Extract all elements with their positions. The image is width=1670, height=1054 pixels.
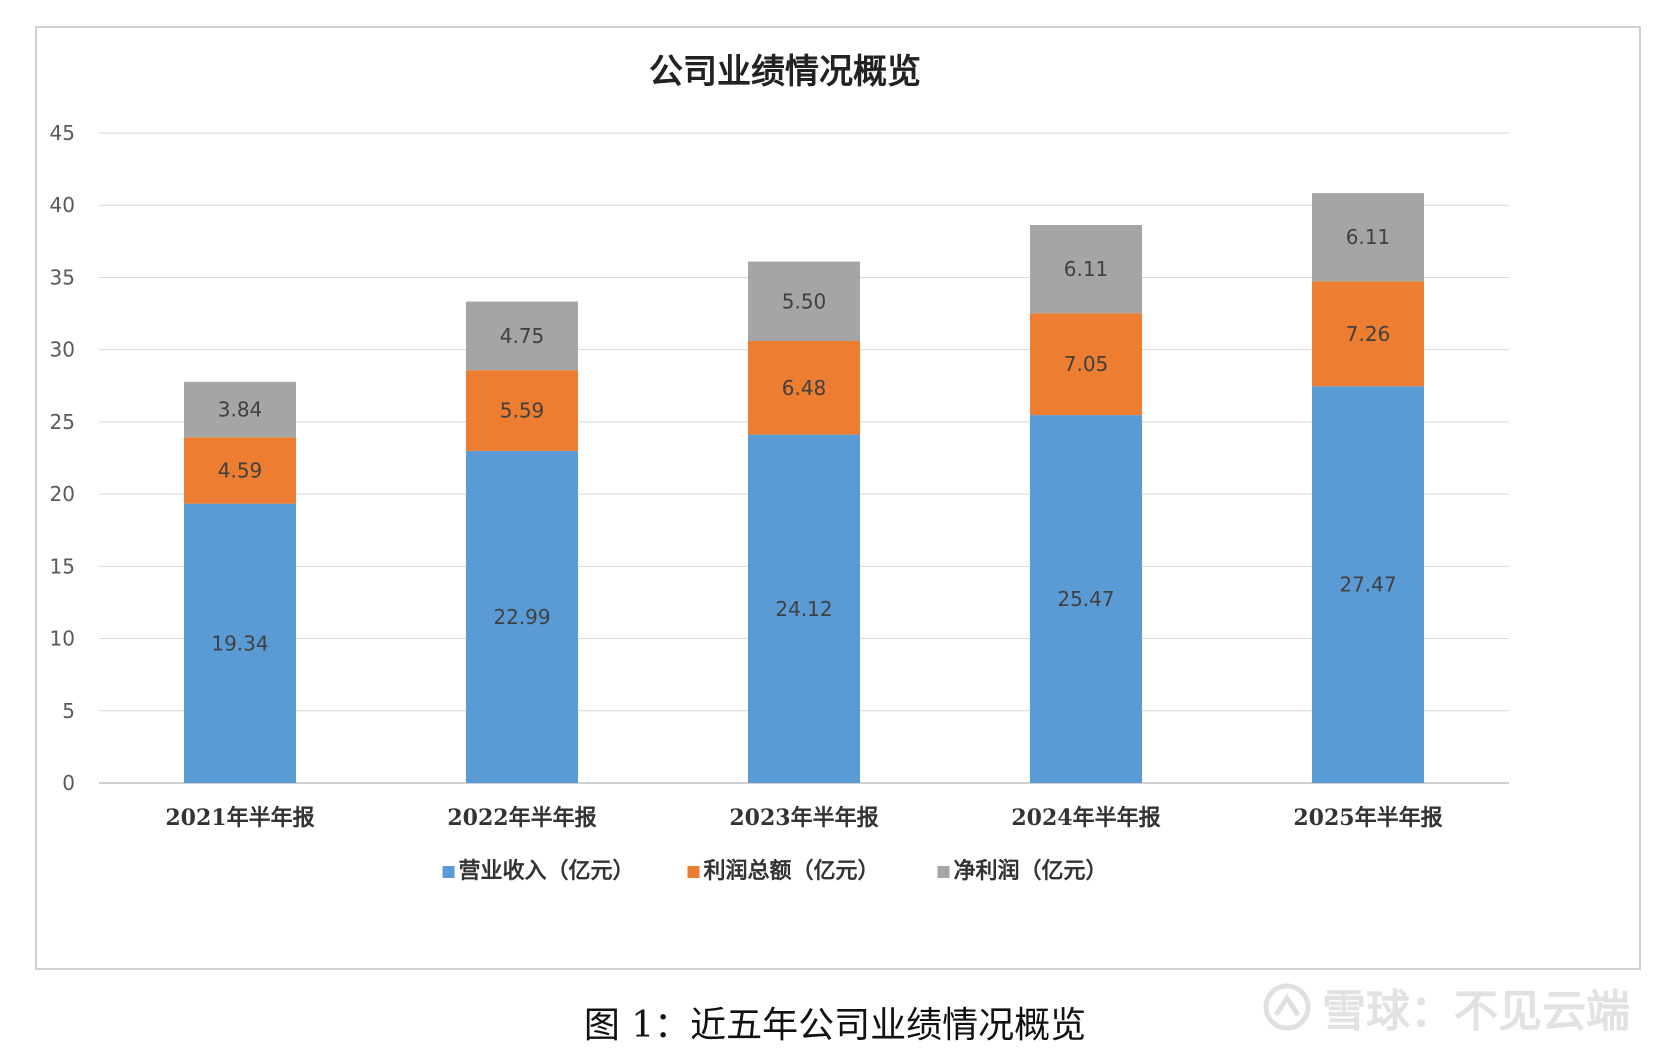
legend-label: 净利润（亿元） [954, 858, 1108, 884]
data-label: 22.99 [493, 605, 550, 629]
y-tick-label: 20 [50, 482, 75, 506]
data-label: 25.47 [1057, 587, 1114, 611]
data-label: 6.11 [1064, 257, 1109, 281]
snowball-logo-icon [1263, 983, 1311, 1031]
chart-frame: 公司业绩情况概览 0 5 10 15 20 25 30 35 40 45 19.34 4.59 3.84 2… [35, 26, 1641, 970]
data-label: 3.84 [218, 398, 263, 422]
watermark: 雪球：不见云端 [1262, 975, 1630, 1039]
y-tick-label: 30 [50, 338, 75, 362]
data-label: 5.59 [500, 399, 545, 423]
chart-title: 公司业绩情况概览 [649, 52, 921, 92]
data-label: 6.11 [1346, 225, 1391, 249]
data-label: 24.12 [775, 597, 832, 621]
x-tick-label: 2022年半年报 [447, 805, 596, 831]
bar-segment [748, 261, 860, 341]
legend-swatch [687, 866, 700, 878]
bar-segment [1030, 415, 1142, 783]
bar-segment [1312, 281, 1424, 387]
bar-segment [466, 370, 578, 451]
y-tick-label: 0 [62, 771, 75, 795]
y-tick-label: 10 [50, 627, 75, 651]
y-tick-label: 15 [50, 554, 75, 578]
bar-segment [748, 341, 860, 435]
bar-segment [748, 434, 860, 783]
bar-segment [1312, 193, 1424, 282]
legend-swatch [442, 866, 455, 878]
bar-segment [466, 301, 578, 371]
bar-segment [1030, 313, 1142, 416]
data-label: 6.48 [782, 376, 827, 400]
bar-segment [184, 503, 296, 783]
y-tick-label: 40 [50, 193, 75, 217]
watermark-text: 雪球：不见云端 [1322, 986, 1630, 1037]
stacked-bar-chart: 公司业绩情况概览 0 5 10 15 20 25 30 35 40 45 19.34 4.59 3.84 2… [50, 52, 1509, 884]
legend-swatch [937, 866, 950, 878]
legend-label: 利润总额（亿元） [704, 858, 880, 884]
bar-segment [1030, 225, 1142, 314]
data-label: 19.34 [211, 631, 268, 655]
x-tick-label: 2024年半年报 [1011, 805, 1160, 831]
figure-caption: 图 1：近五年公司业绩情况概览 [583, 1005, 1087, 1046]
y-tick-label: 5 [62, 699, 75, 723]
y-tick-label: 45 [50, 121, 75, 145]
bar-segment [1312, 386, 1424, 783]
bar-segment [466, 450, 578, 783]
data-label: 5.50 [782, 289, 827, 313]
data-label: 7.05 [1064, 352, 1109, 376]
x-tick-label: 2023年半年报 [729, 805, 878, 831]
x-tick-label: 2025年半年报 [1293, 805, 1442, 831]
data-label: 4.75 [500, 324, 545, 348]
data-label: 27.47 [1339, 573, 1396, 597]
legend-label: 营业收入（亿元） [459, 858, 635, 884]
y-tick-label: 25 [50, 410, 75, 434]
data-label: 7.26 [1346, 322, 1391, 346]
x-tick-label: 2021年半年报 [165, 805, 314, 831]
y-tick-label: 35 [50, 265, 75, 289]
bar-segment [184, 437, 296, 504]
bar-segment [184, 381, 296, 438]
data-label: 4.59 [218, 458, 263, 482]
